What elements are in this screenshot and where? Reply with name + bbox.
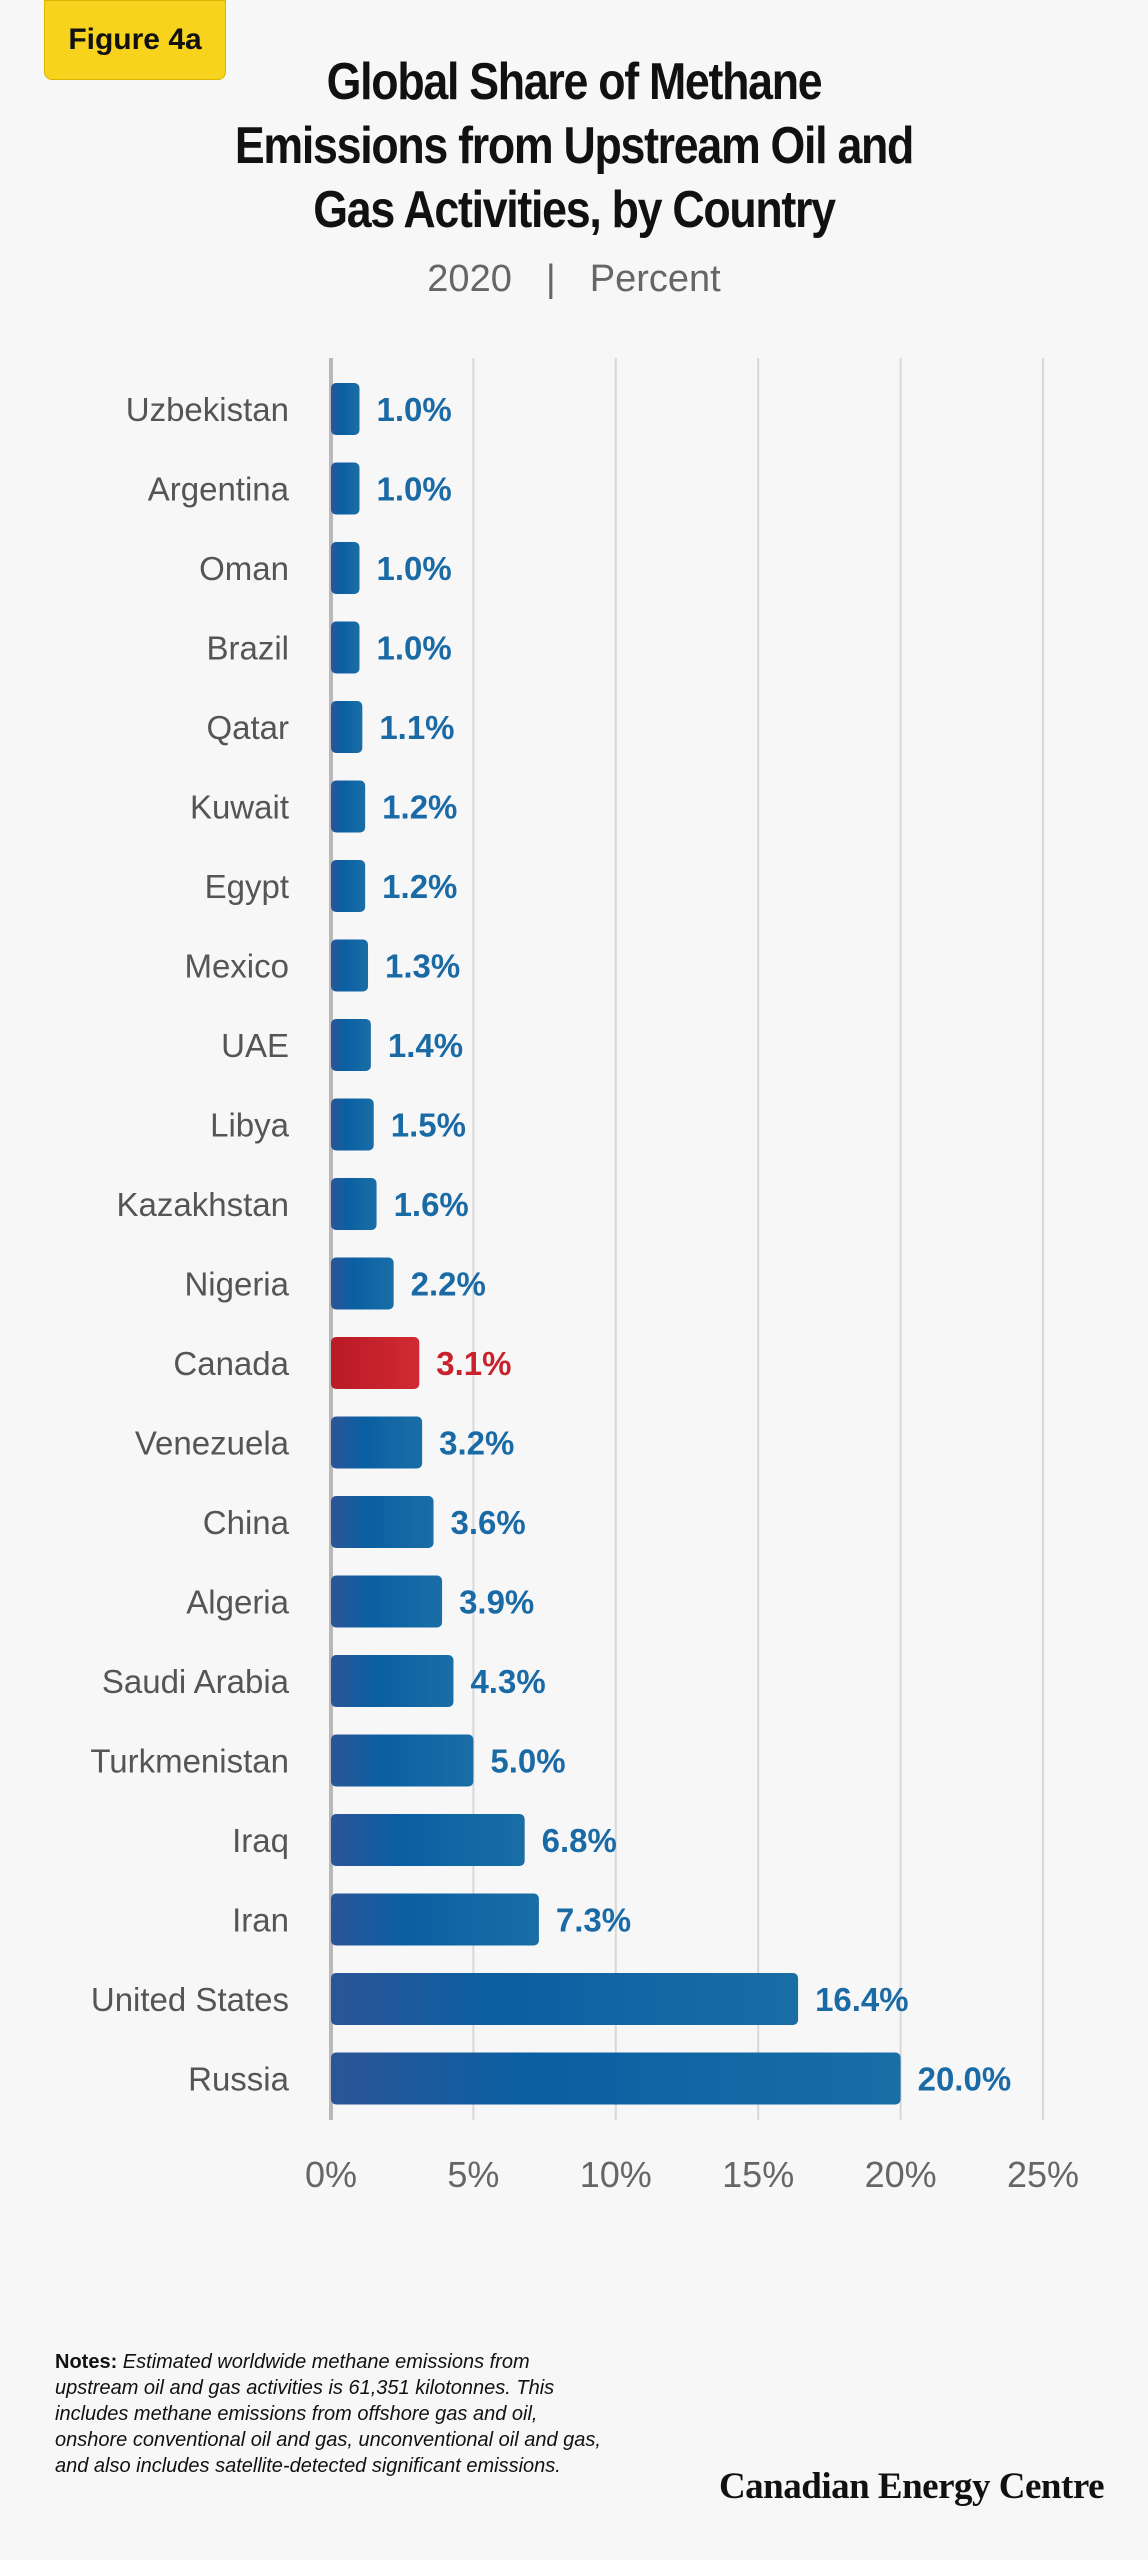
bar-brazil [331,621,360,674]
notes: Notes: Estimated worldwide methane emiss… [55,2349,615,2479]
category-label: Russia [188,2061,290,2098]
value-label: 1.0% [376,471,451,508]
x-tick-label: 0% [305,2154,357,2195]
category-label: Uzbekistan [126,391,289,428]
category-label: Iraq [232,1822,289,1859]
bar-chart: Uzbekistan Argentina Oman Brazil Qatar Kuwait… [90,358,1079,2195]
value-label: 1.2% [382,789,457,826]
value-label: 1.6% [394,1186,469,1223]
title-line-2: Emissions from Upstream Oil and [234,117,914,175]
category-label: Egypt [205,868,289,905]
x-tick-label: 10% [580,2154,652,2195]
category-label: Saudi Arabia [102,1663,290,1700]
brand-logo-text: Canadian Energy Centre [718,2466,1105,2507]
value-label: 1.5% [391,1107,466,1144]
value-label: 1.0% [376,550,451,587]
bar-russia [331,2052,901,2105]
category-labels: Uzbekistan Argentina Oman Brazil Qatar Kuwait… [90,391,289,2098]
bar-uzbekistan [331,383,360,435]
bar-egypt [331,860,366,912]
category-label: Argentina [148,471,290,508]
value-label: 3.2% [439,1425,514,1462]
x-tick-label: 5% [447,2154,499,2195]
value-label: 1.3% [385,948,460,985]
value-labels: 1.0% 1.0% 1.0% 1.0% 1.1% 1.2% 1.2% 1.3% 1.4% 1.5%… [376,391,1011,2098]
x-tick-label: 20% [865,2154,937,2195]
category-label: Venezuela [135,1425,290,1462]
bar-canada [331,1337,420,1389]
bar-united-states [331,1973,799,2025]
value-label: 7.3% [556,1902,631,1939]
category-label: UAE [221,1027,289,1064]
category-label: Algeria [186,1584,289,1621]
category-label: Mexico [184,948,289,985]
chart-subtitle: 2020 | Percent [0,258,1148,301]
category-label: Nigeria [184,1266,289,1303]
category-label: China [203,1504,290,1541]
notes-label: Notes: [55,2351,118,2373]
value-label: 20.0% [918,2061,1012,2098]
bar-uae [331,1019,371,1071]
value-label: 16.4% [815,1981,909,2018]
bar-china [331,1496,434,1548]
value-label: 6.8% [542,1822,617,1859]
value-label: 1.1% [379,709,454,746]
x-axis-ticks: 0% 5% 10% 15% 20% 25% [305,2154,1079,2195]
bars [331,383,901,2105]
value-label: 3.1% [436,1345,511,1382]
value-label: 1.2% [382,868,457,905]
bar-oman [331,542,360,594]
value-label: 1.0% [376,630,451,667]
value-label: 1.4% [388,1027,463,1064]
bar-libya [331,1098,374,1151]
bar-venezuela [331,1416,423,1469]
bar-kuwait [331,780,366,833]
value-label: 2.2% [411,1266,486,1303]
category-label: Turkmenistan [90,1743,289,1780]
value-label: 3.9% [459,1584,534,1621]
bar-iran [331,1893,539,1946]
value-label: 3.6% [451,1504,526,1541]
x-tick-label: 25% [1007,2154,1079,2195]
bar-mexico [331,939,369,992]
notes-text: Estimated worldwide methane emissions fr… [55,2351,601,2477]
figure-badge: Figure 4a [44,0,226,80]
grid-lines [329,358,1044,2120]
bar-kazakhstan [331,1178,377,1230]
subtitle-unit: Percent [589,258,721,300]
subtitle-year: 2020 [427,258,512,300]
bar-qatar [331,701,363,753]
bar-iraq [331,1814,525,1866]
category-label: United States [91,1981,289,2018]
category-label: Brazil [206,630,289,667]
title-line-1: Global Share of Methane [326,53,823,111]
chart-title: Global Share of Methane Emissions from U… [0,50,1148,242]
category-label: Qatar [206,709,289,746]
category-label: Kazakhstan [117,1186,289,1223]
value-label: 1.0% [376,391,451,428]
value-label: 5.0% [490,1743,565,1780]
x-tick-label: 15% [722,2154,794,2195]
category-label: Libya [210,1107,290,1144]
bar-algeria [331,1575,443,1628]
title-line-3: Gas Activities, by Country [313,181,836,239]
bar-saudi-arabia [331,1655,454,1707]
bar-nigeria [331,1257,394,1310]
bar-argentina [331,462,360,515]
bar-turkmenistan [331,1734,474,1787]
category-label: Kuwait [190,789,289,826]
category-label: Oman [199,550,289,587]
subtitle-separator: | [545,258,556,300]
value-label: 4.3% [470,1663,545,1700]
category-label: Canada [173,1345,289,1382]
category-label: Iran [232,1902,289,1939]
